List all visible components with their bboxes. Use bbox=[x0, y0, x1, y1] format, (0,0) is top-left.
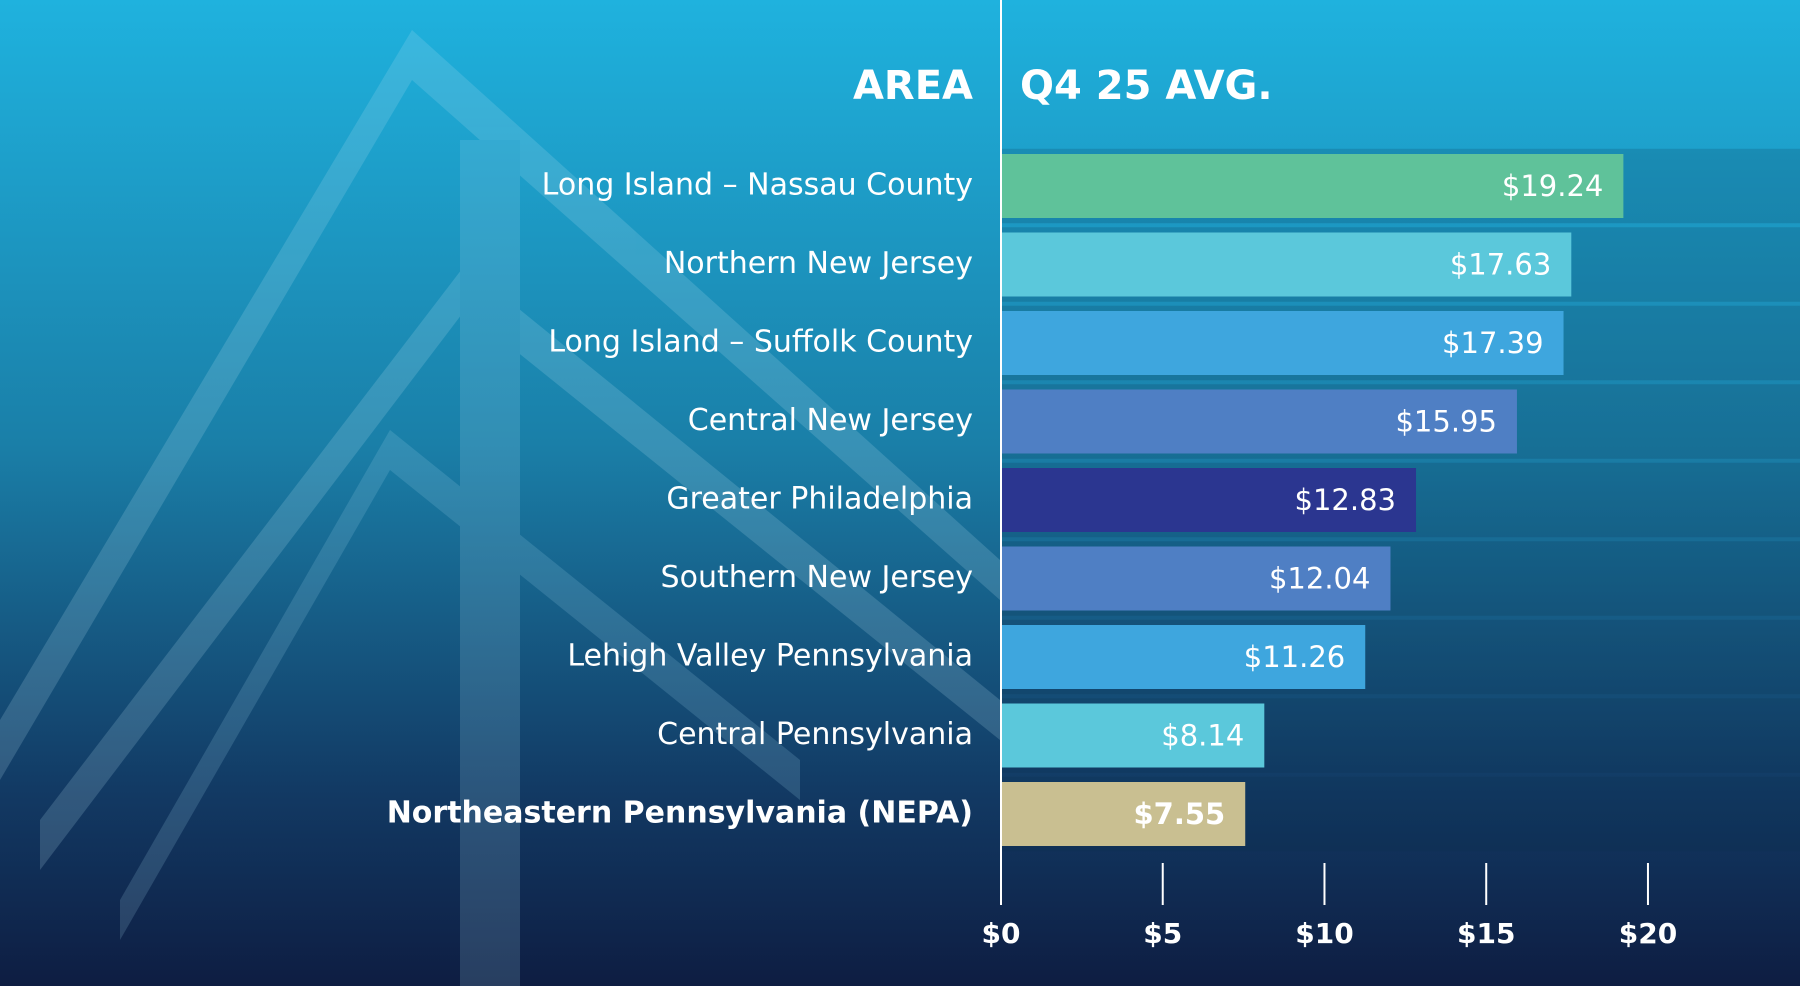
bar bbox=[1001, 468, 1417, 532]
bar bbox=[1001, 703, 1265, 768]
value-label: $8.14 bbox=[1161, 719, 1244, 753]
value-label: $15.95 bbox=[1395, 405, 1496, 439]
bar bbox=[1001, 154, 1624, 218]
x-tick-label: $0 bbox=[982, 917, 1021, 950]
category-label: Central New Jersey bbox=[688, 403, 973, 438]
category-label: Long Island – Nassau County bbox=[542, 168, 973, 203]
category-label: Northeastern Pennsylvania (NEPA) bbox=[387, 796, 973, 831]
building-graphic bbox=[0, 30, 1000, 986]
bar bbox=[1001, 782, 1246, 846]
category-header: AREA bbox=[853, 63, 973, 109]
bar bbox=[1001, 389, 1517, 454]
category-label: Northern New Jersey bbox=[664, 246, 973, 281]
value-label: $17.39 bbox=[1442, 326, 1543, 360]
value-label: $11.26 bbox=[1244, 640, 1345, 674]
value-label: $7.55 bbox=[1133, 797, 1225, 831]
bar bbox=[1001, 311, 1564, 375]
category-label: Southern New Jersey bbox=[661, 560, 973, 595]
category-label: Greater Philadelphia bbox=[666, 482, 973, 517]
x-tick-label: $15 bbox=[1457, 917, 1515, 950]
x-tick-label: $10 bbox=[1295, 917, 1353, 950]
category-label: Central Pennsylvania bbox=[657, 717, 973, 752]
bar bbox=[1001, 625, 1366, 689]
value-label: $17.63 bbox=[1450, 248, 1551, 282]
x-tick-label: $20 bbox=[1619, 917, 1677, 950]
category-label: Lehigh Valley Pennsylvania bbox=[567, 639, 973, 674]
x-tick-label: $5 bbox=[1143, 917, 1182, 950]
value-header: Q4 25 AVG. bbox=[1020, 63, 1273, 109]
value-label: $19.24 bbox=[1502, 169, 1603, 203]
bar bbox=[1001, 232, 1572, 297]
value-label: $12.83 bbox=[1295, 483, 1396, 517]
bar bbox=[1001, 546, 1391, 611]
value-label: $12.04 bbox=[1269, 562, 1370, 596]
category-label: Long Island – Suffolk County bbox=[548, 325, 973, 360]
